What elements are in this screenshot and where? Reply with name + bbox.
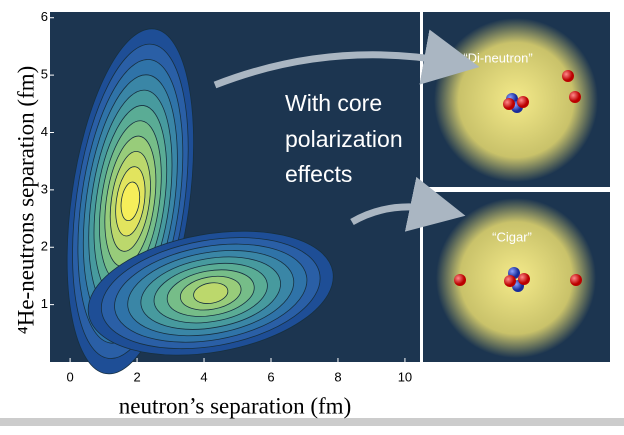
annotation: With core: [285, 90, 382, 116]
y-tick-label: 1: [41, 296, 48, 311]
background: [0, 388, 624, 435]
y-tick-label: 4: [41, 124, 48, 139]
x-tick-label: 8: [334, 369, 341, 384]
annotation: effects: [285, 161, 352, 187]
y-tick-label: 5: [41, 67, 48, 82]
inset-label: “Cigar”: [492, 229, 532, 244]
arrow: [213, 29, 480, 89]
neutron: [454, 274, 466, 286]
x-tick-label: 10: [398, 369, 412, 384]
arrow: [350, 176, 466, 232]
neutron: [517, 96, 529, 108]
peak: [120, 181, 141, 222]
annotation: polarization: [285, 126, 403, 152]
y-tick-label: 3: [41, 181, 48, 196]
neutron: [562, 70, 574, 82]
y-tick-label: 6: [41, 9, 48, 24]
x-axis-label: neutron’s separation (fm): [119, 393, 351, 418]
neutron: [503, 98, 515, 110]
inset-di-neutron: “Di-neutron”: [423, 12, 610, 187]
y-axis-label: ⁴He-neutrons separation (fm): [13, 66, 38, 335]
neutron: [504, 275, 516, 287]
y-tick-label: 2: [41, 239, 48, 254]
inset-cigar: “Cigar”: [423, 192, 610, 362]
x-tick-label: 4: [200, 369, 207, 384]
neutron: [518, 273, 530, 285]
plot-area: [50, 12, 420, 375]
x-tick-label: 2: [133, 369, 140, 384]
peak: [193, 282, 229, 304]
x-tick-label: 6: [267, 369, 274, 384]
neutron: [569, 91, 581, 103]
x-tick-label: 0: [66, 369, 73, 384]
neutron: [570, 274, 582, 286]
inset-label: “Di-neutron”: [463, 50, 532, 65]
bottom-bar: [0, 418, 624, 426]
